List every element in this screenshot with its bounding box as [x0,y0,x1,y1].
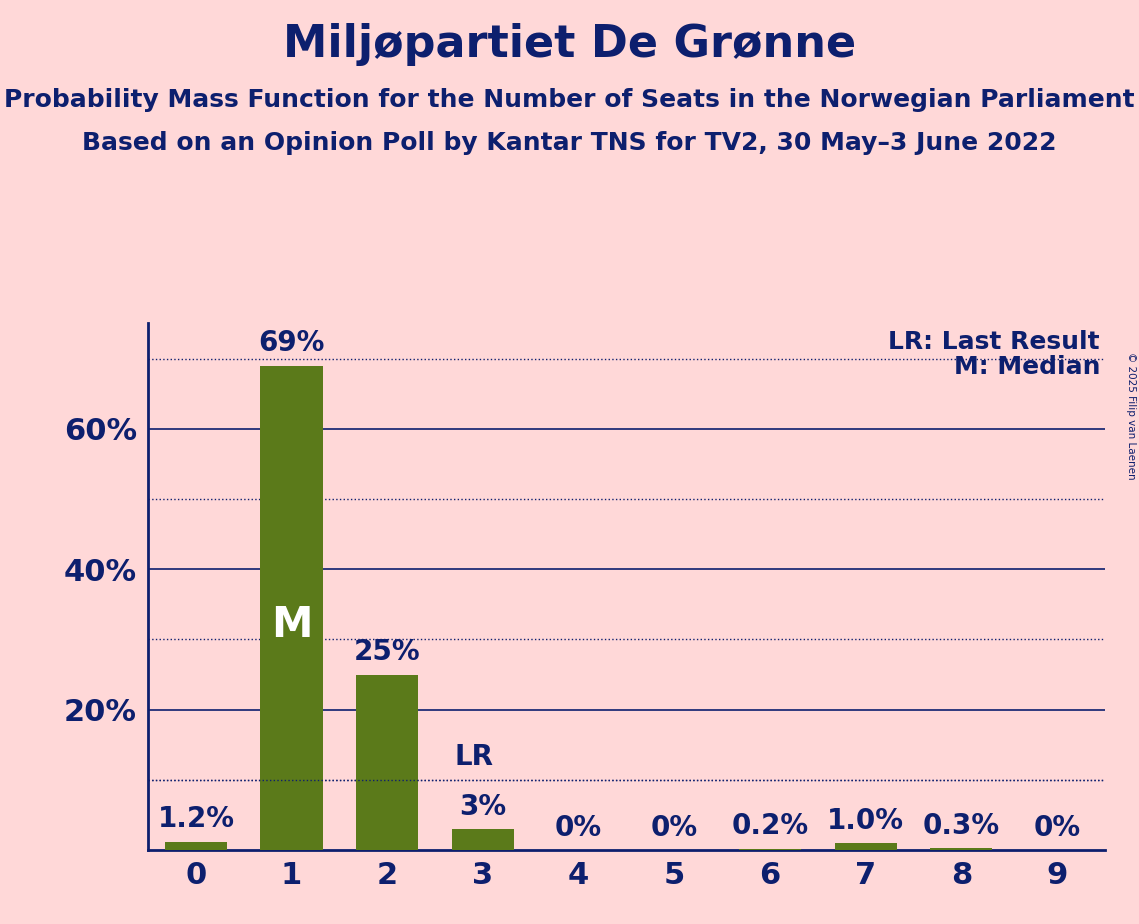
Text: M: Median: M: Median [953,355,1100,379]
Text: 0.3%: 0.3% [923,811,1000,840]
Bar [452,829,514,850]
Text: M: M [271,604,312,647]
Text: LR: Last Result: LR: Last Result [888,331,1100,355]
Text: 69%: 69% [259,329,325,357]
Bar [931,848,992,850]
Text: Based on an Opinion Poll by Kantar TNS for TV2, 30 May–3 June 2022: Based on an Opinion Poll by Kantar TNS f… [82,131,1057,155]
Bar [739,848,801,850]
Text: 0%: 0% [555,814,603,842]
Bar [261,366,322,850]
Text: 0.2%: 0.2% [731,812,809,840]
Text: Miljøpartiet De Grønne: Miljøpartiet De Grønne [282,23,857,67]
Text: 1.2%: 1.2% [157,805,235,833]
Bar [835,843,896,850]
Bar [357,675,418,850]
Text: © 2025 Filip van Laenen: © 2025 Filip van Laenen [1126,352,1136,480]
Text: Probability Mass Function for the Number of Seats in the Norwegian Parliament: Probability Mass Function for the Number… [5,88,1134,112]
Text: LR: LR [454,744,493,772]
Text: 1.0%: 1.0% [827,807,904,834]
Text: 25%: 25% [354,638,420,666]
Text: 3%: 3% [459,793,507,821]
Bar [165,842,227,850]
Text: 0%: 0% [650,814,698,842]
Text: 0%: 0% [1033,814,1081,842]
